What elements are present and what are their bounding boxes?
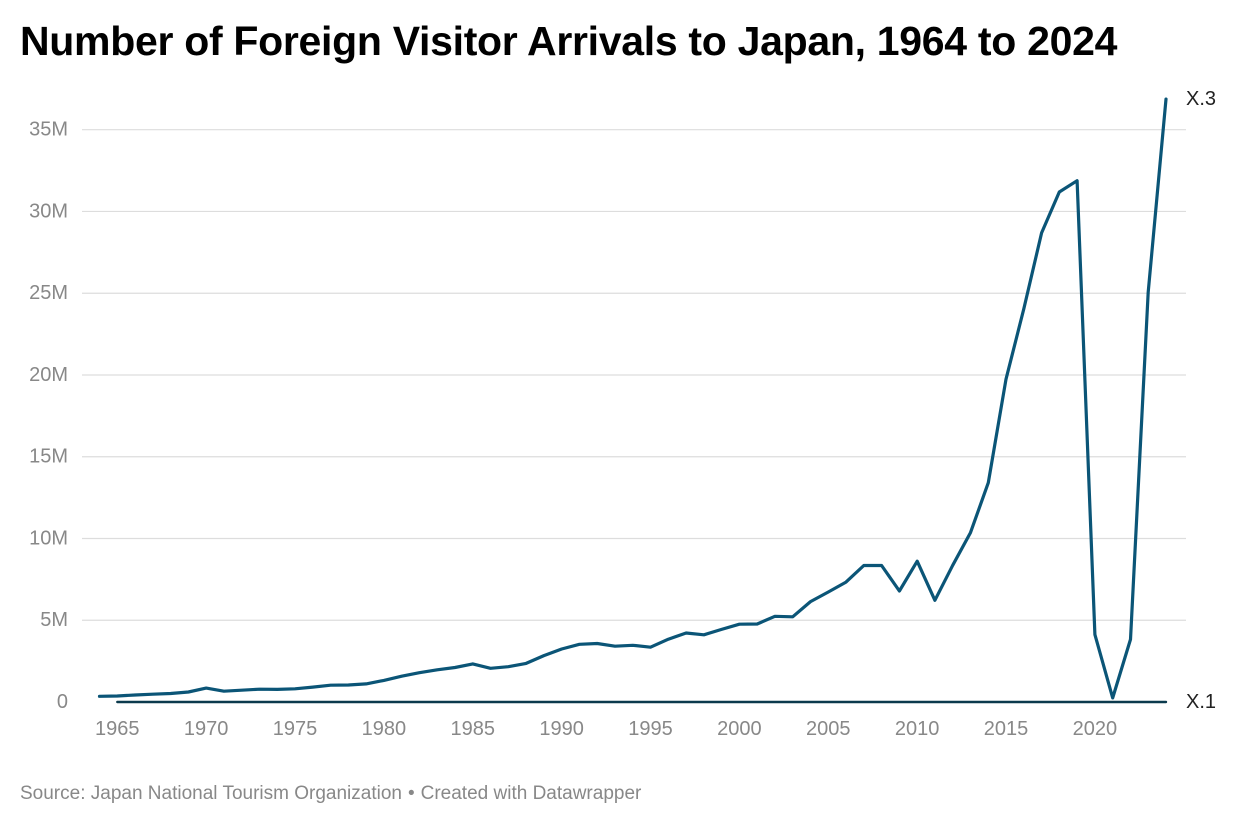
x-tick-label: 1980 [362, 718, 407, 740]
x-tick-label: 1965 [95, 718, 140, 740]
x-tick-label: 1995 [628, 718, 673, 740]
series-lines [97, 97, 1168, 704]
x-tick-label: 2010 [895, 718, 940, 740]
y-tick-label: 15M [29, 446, 68, 468]
y-tick-label: 10M [29, 527, 68, 549]
x-tick-label: 2020 [1073, 718, 1118, 740]
x-tick-label: 1985 [451, 718, 496, 740]
y-tick-label: 0 [57, 691, 68, 713]
series-line-X.3 [97, 97, 1168, 700]
x-tick-label: 2015 [984, 718, 1029, 740]
credit-text: Created with Datawrapper [420, 783, 642, 804]
x-tick-label: 2005 [806, 718, 851, 740]
series-label-X.1: X.1 [1186, 691, 1216, 713]
y-tick-label: 20M [29, 364, 68, 386]
series-labels: X.3 X.1 [1186, 88, 1216, 713]
source-separator: • [407, 783, 415, 804]
source-text: Source: Japan National Tourism Organizat… [20, 783, 402, 804]
x-tick-label: 1990 [539, 718, 584, 740]
x-tick-label: 1975 [273, 718, 318, 740]
y-tick-label: 30M [29, 200, 68, 222]
y-axis-tick-labels: 0 5M 10M 15M 20M 25M 30M 35M [29, 119, 68, 713]
x-axis-tick-labels: 1965 1970 1975 1980 1985 1990 1995 2000 2005 2010… [95, 718, 1117, 740]
y-tick-label: 25M [29, 282, 68, 304]
y-tick-label: 35M [29, 119, 68, 141]
x-tick-label: 2000 [717, 718, 762, 740]
source-note: Source: Japan National Tourism Organizat… [20, 783, 641, 805]
x-tick-label: 1970 [184, 718, 229, 740]
gridlines [82, 129, 1186, 621]
chart-title: Number of Foreign Visitor Arrivals to Ja… [20, 18, 1118, 64]
y-tick-label: 5M [40, 609, 68, 631]
series-label-X.3: X.3 [1186, 88, 1216, 110]
